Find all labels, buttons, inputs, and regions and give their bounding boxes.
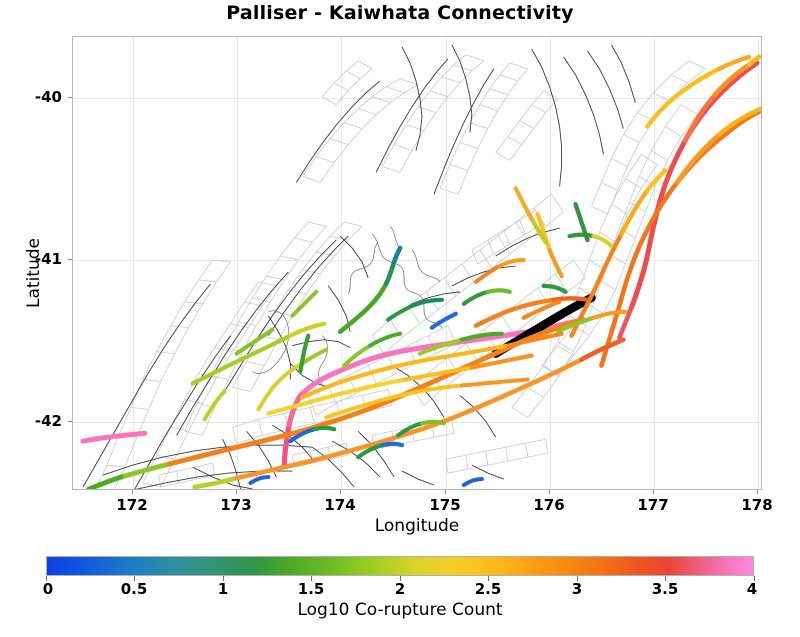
corupture-trace-east-red [628, 60, 760, 311]
ytick-mark [68, 97, 72, 98]
colorbar-label-0p5: 0.5 [120, 580, 148, 598]
colorbar-tick [665, 576, 666, 581]
colorbar-label-2: 2 [394, 580, 406, 598]
gridline-x-175 [446, 37, 447, 489]
xtick-label-173: 173 [220, 496, 252, 514]
colorbar-tick [46, 576, 47, 581]
gridline-y-42 [73, 422, 761, 423]
xtick-mark [236, 490, 237, 494]
map-plot-area [73, 37, 761, 489]
gridline-x-176 [550, 37, 551, 489]
subsection-polygons [94, 54, 706, 489]
colorbar-tick [577, 576, 578, 581]
xtick-mark [653, 490, 654, 494]
xtick-mark [445, 490, 446, 494]
colorbar-label-3: 3 [571, 580, 583, 598]
xtick-mark [757, 490, 758, 494]
colorbar-label-0: 0 [42, 580, 54, 598]
colorbar-label-2p5: 2.5 [474, 580, 502, 598]
colorbar-gradient [46, 556, 754, 576]
colorbar-tick [488, 576, 489, 581]
ytick-mark [68, 259, 72, 260]
colorbar-tick [311, 576, 312, 581]
xtick-label-176: 176 [533, 496, 565, 514]
ytick-label-41: -41 [34, 250, 62, 268]
colorbar-tick [134, 576, 135, 581]
corupture-traces [80, 54, 761, 489]
corupture-trace-east-orange [599, 108, 761, 368]
xtick-label-175: 175 [429, 496, 461, 514]
page-title: Palliser - Kaiwhata Connectivity [226, 2, 574, 24]
xtick-label-178: 178 [741, 496, 773, 514]
xtick-mark [340, 490, 341, 494]
ytick-label-42: -42 [34, 412, 62, 430]
colorbar-tick [400, 576, 401, 581]
x-axis-title: Longitude [374, 516, 460, 536]
ytick-label-40: -40 [34, 88, 62, 106]
xtick-mark [132, 490, 133, 494]
y-axis-title: Latitude [24, 238, 44, 308]
xtick-mark [549, 490, 550, 494]
xtick-label-172: 172 [116, 496, 148, 514]
colorbar-tick [223, 576, 224, 581]
xtick-label-177: 177 [637, 496, 669, 514]
colorbar-label-4: 4 [746, 580, 758, 598]
gridline-x-172 [133, 37, 134, 489]
xtick-label-174: 174 [324, 496, 356, 514]
gridline-x-178 [758, 37, 759, 489]
gridline-x-174 [341, 37, 342, 489]
colorbar-title: Log10 Co-rupture Count [297, 600, 503, 620]
ytick-mark [68, 421, 72, 422]
colorbar-label-1p5: 1.5 [297, 580, 325, 598]
colorbar-tick [754, 576, 755, 581]
colorbar-label-3p5: 3.5 [651, 580, 679, 598]
gridline-x-173 [237, 37, 238, 489]
colorbar-label-1: 1 [217, 580, 229, 598]
gridline-x-177 [654, 37, 655, 489]
fault-map [80, 44, 761, 489]
inactive-fault-traces [82, 44, 636, 489]
map-axes [72, 36, 762, 490]
